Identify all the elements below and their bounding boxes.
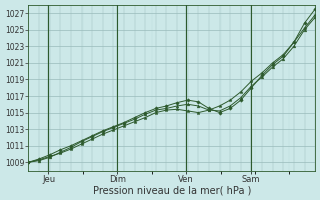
X-axis label: Pression niveau de la mer( hPa ): Pression niveau de la mer( hPa )	[92, 185, 251, 195]
